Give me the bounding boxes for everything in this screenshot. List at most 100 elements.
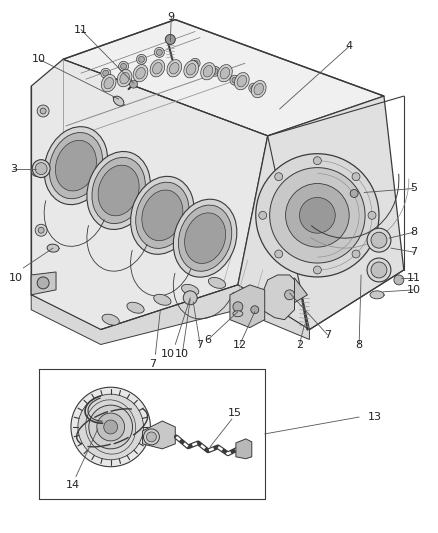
Text: 4: 4 <box>346 42 353 51</box>
Circle shape <box>103 70 109 76</box>
Ellipse shape <box>167 60 182 77</box>
Circle shape <box>78 394 144 460</box>
Circle shape <box>146 432 156 442</box>
Ellipse shape <box>131 176 194 254</box>
Ellipse shape <box>113 96 124 106</box>
Ellipse shape <box>55 140 96 191</box>
Ellipse shape <box>133 64 148 82</box>
Circle shape <box>32 160 50 177</box>
Circle shape <box>300 197 335 233</box>
Text: 15: 15 <box>228 408 242 418</box>
Circle shape <box>40 108 46 114</box>
Circle shape <box>314 266 321 274</box>
Circle shape <box>285 290 294 300</box>
Ellipse shape <box>98 165 139 216</box>
Ellipse shape <box>181 285 199 295</box>
Circle shape <box>130 80 138 88</box>
Circle shape <box>104 420 118 434</box>
Ellipse shape <box>218 64 232 82</box>
Circle shape <box>34 168 40 174</box>
Circle shape <box>165 35 175 44</box>
Ellipse shape <box>142 190 183 241</box>
Text: 10: 10 <box>407 285 421 295</box>
Text: 12: 12 <box>233 340 247 350</box>
Text: 10: 10 <box>32 54 46 64</box>
Polygon shape <box>142 421 175 449</box>
Text: 5: 5 <box>410 183 417 193</box>
Text: 10: 10 <box>161 350 175 359</box>
Ellipse shape <box>201 62 215 80</box>
Circle shape <box>350 190 358 197</box>
Circle shape <box>183 291 197 305</box>
Text: 11: 11 <box>74 25 88 35</box>
Text: 11: 11 <box>407 273 421 283</box>
Circle shape <box>230 75 240 85</box>
Polygon shape <box>236 439 252 459</box>
Polygon shape <box>63 20 384 136</box>
Circle shape <box>367 258 391 282</box>
Ellipse shape <box>234 72 249 90</box>
Polygon shape <box>238 96 404 329</box>
Text: 7: 7 <box>324 329 331 340</box>
Ellipse shape <box>87 151 150 230</box>
Ellipse shape <box>184 213 226 263</box>
Circle shape <box>97 413 124 441</box>
Circle shape <box>286 183 349 247</box>
Circle shape <box>120 63 127 69</box>
Ellipse shape <box>92 157 145 223</box>
Ellipse shape <box>102 314 119 325</box>
Circle shape <box>35 224 47 236</box>
Text: 7: 7 <box>149 359 156 369</box>
Polygon shape <box>230 285 265 328</box>
Polygon shape <box>262 275 294 320</box>
Circle shape <box>314 157 321 165</box>
Circle shape <box>251 85 257 91</box>
Ellipse shape <box>233 311 243 317</box>
Circle shape <box>232 77 238 83</box>
Polygon shape <box>31 272 56 295</box>
Circle shape <box>37 277 49 289</box>
Circle shape <box>212 68 218 74</box>
Text: 9: 9 <box>168 12 175 22</box>
Circle shape <box>89 405 133 449</box>
Circle shape <box>192 60 198 66</box>
Circle shape <box>190 58 200 68</box>
Circle shape <box>275 250 283 258</box>
Ellipse shape <box>49 133 102 199</box>
Ellipse shape <box>184 61 198 78</box>
Circle shape <box>352 250 360 258</box>
Ellipse shape <box>44 127 108 205</box>
Ellipse shape <box>254 83 264 95</box>
Text: 7: 7 <box>197 340 204 350</box>
Ellipse shape <box>370 291 384 299</box>
Ellipse shape <box>187 63 196 75</box>
Circle shape <box>249 83 259 93</box>
Text: 8: 8 <box>356 340 363 350</box>
Text: 10: 10 <box>175 350 189 359</box>
Circle shape <box>31 165 43 176</box>
Circle shape <box>71 387 150 467</box>
Circle shape <box>367 228 391 252</box>
Polygon shape <box>262 278 307 314</box>
Text: 14: 14 <box>66 480 80 490</box>
Text: 3: 3 <box>10 164 17 174</box>
Circle shape <box>38 227 44 233</box>
Text: 8: 8 <box>410 227 417 237</box>
Polygon shape <box>31 285 309 344</box>
Ellipse shape <box>120 72 129 84</box>
Text: 6: 6 <box>205 335 212 344</box>
Ellipse shape <box>47 244 59 252</box>
Circle shape <box>137 54 146 64</box>
Circle shape <box>256 154 379 277</box>
Circle shape <box>210 66 220 76</box>
Circle shape <box>251 306 259 314</box>
Ellipse shape <box>208 277 226 288</box>
Circle shape <box>156 50 162 55</box>
Polygon shape <box>31 59 268 329</box>
Circle shape <box>371 232 387 248</box>
Ellipse shape <box>101 75 116 92</box>
Ellipse shape <box>104 77 113 89</box>
Circle shape <box>35 163 47 175</box>
Text: 7: 7 <box>410 247 417 257</box>
Circle shape <box>119 61 129 71</box>
